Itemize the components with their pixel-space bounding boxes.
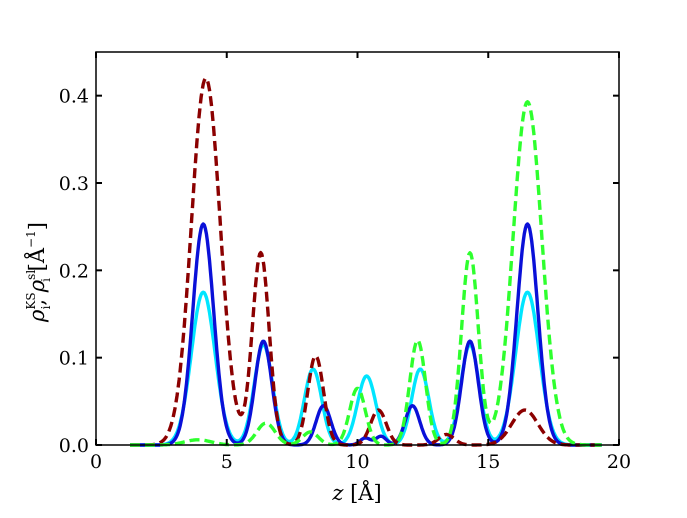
y-tick-labels: 0.0 0.1 0.2 0.3 0.4 xyxy=(59,86,89,457)
x-tick-label: 0 xyxy=(90,451,102,473)
x-tick-label: 20 xyxy=(607,451,631,473)
x-axis-label: z [Å] xyxy=(331,480,381,505)
y-tick-label: 0.2 xyxy=(59,260,89,282)
series-line-3 xyxy=(129,76,603,447)
y-tick-label: 0.1 xyxy=(59,348,89,370)
y-axis-label: ρKSi, ρsli [Å−1] xyxy=(24,222,53,323)
series-line-2 xyxy=(129,222,603,447)
y-tick-label: 0.4 xyxy=(59,86,89,108)
x-tick-label: 15 xyxy=(476,451,500,473)
x-tick-label: 5 xyxy=(221,451,233,473)
y-tick-label: 0.0 xyxy=(59,435,89,457)
x-tick-label: 10 xyxy=(345,451,369,473)
axis-ticks xyxy=(95,52,620,446)
y-tick-label: 0.3 xyxy=(59,173,89,195)
plot-frame xyxy=(95,51,620,446)
x-tick-labels: 0 5 10 15 20 xyxy=(90,451,631,473)
series-line-4 xyxy=(129,100,603,447)
series-line-1 xyxy=(129,290,603,447)
plot-lines xyxy=(129,76,603,447)
